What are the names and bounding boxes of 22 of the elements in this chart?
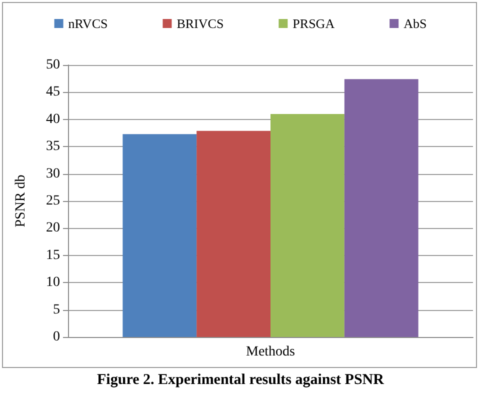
bar <box>270 114 344 337</box>
y-tick-label: 10 <box>46 275 60 290</box>
y-tick-label: 15 <box>46 248 60 263</box>
bar <box>196 130 270 337</box>
bar <box>344 79 418 337</box>
y-tick-label: 50 <box>46 58 60 72</box>
legend-label: PRSGA <box>292 16 336 31</box>
y-tick-label: 5 <box>53 302 60 318</box>
y-tick-label: 30 <box>46 166 60 182</box>
y-tick-label: 35 <box>46 139 60 154</box>
y-tick-label: 0 <box>53 330 60 344</box>
bar <box>122 134 197 337</box>
y-tick-label: 20 <box>46 220 60 236</box>
legend-label: AbS <box>404 16 427 31</box>
legend-label: nRVCS <box>68 16 108 31</box>
y-tick-label: 40 <box>46 112 60 127</box>
y-tick-label: 45 <box>46 84 60 100</box>
caption: Figure 2. Experimental results against PSNR <box>96 372 386 389</box>
x-tick-label: Methods <box>246 344 295 360</box>
y-axis-title: PSNR db <box>14 174 28 228</box>
legend-label: BRIVCS <box>176 16 224 31</box>
y-tick-label: 25 <box>46 194 60 208</box>
